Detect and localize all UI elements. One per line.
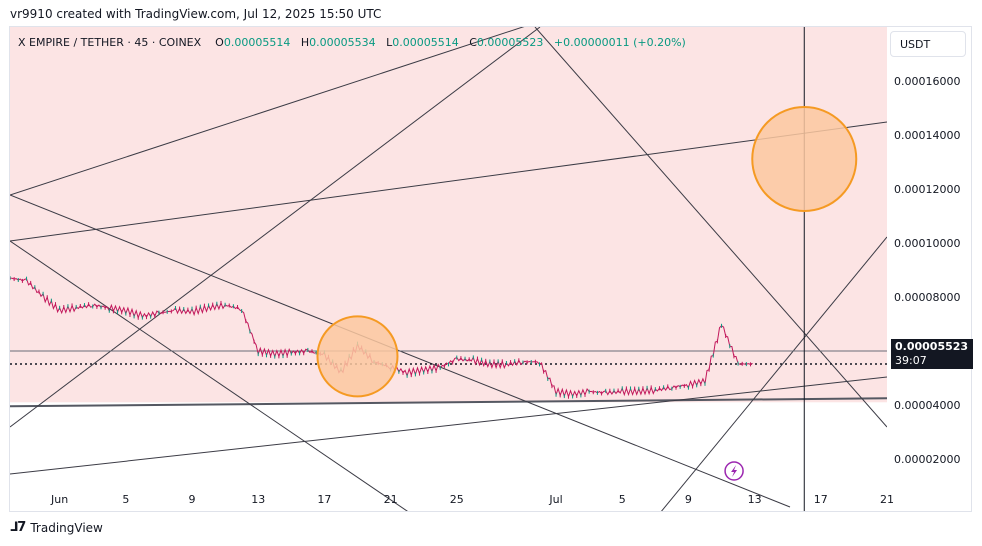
footer-brand[interactable]: ⅃7 TradingView (10, 520, 103, 535)
x-tick-label: 13 (251, 493, 265, 506)
symbol-label[interactable]: X EMPIRE / TETHER · 45 · COINEX (18, 36, 202, 49)
trend-line (10, 240, 408, 511)
brand-text: TradingView (30, 520, 103, 535)
trend-line (10, 121, 887, 242)
high-value: 0.00005534 (309, 36, 376, 49)
trend-line (10, 376, 887, 475)
support-line (10, 397, 887, 408)
x-tick-label: 9 (189, 493, 196, 506)
highlight-circle (316, 315, 399, 398)
x-tick-label: Jul (548, 493, 562, 506)
trend-line (534, 27, 887, 428)
x-tick-label: 17 (814, 493, 828, 506)
x-tick-label: 5 (122, 493, 129, 506)
x-tick-label: Jun (50, 493, 68, 506)
open-label: O (215, 36, 224, 49)
trend-line (10, 27, 541, 428)
trend-line (660, 236, 887, 511)
y-tick-label: 0.00012000 (894, 183, 960, 196)
high-label: H (300, 36, 310, 49)
last-price-badge: 0.00005523 39:07 (891, 339, 973, 369)
attribution-text: vr9910 created with TradingView.com, Jul… (10, 7, 382, 21)
x-tick-label: 17 (317, 493, 331, 506)
x-tick-label: 9 (685, 493, 692, 506)
close-label: C (469, 36, 477, 49)
y-tick-label: 0.00014000 (894, 129, 960, 142)
low-label: L (386, 36, 393, 49)
low-value: 0.00005514 (392, 36, 459, 49)
chart-area[interactable]: 0.00016000 0.00014000 0.00012000 0.00010000… (9, 26, 972, 512)
y-tick-label: 0.00010000 (894, 237, 960, 250)
y-tick-label: 0.00016000 (894, 75, 960, 88)
x-tick-label: 5 (619, 493, 626, 506)
x-tick-label: 21 (384, 493, 398, 506)
x-tick-label: 13 (748, 493, 762, 506)
bar-countdown: 39:07 (895, 354, 927, 367)
shaded-zone (10, 27, 887, 403)
close-value: 0.00005523 (476, 36, 544, 49)
trend-line (10, 27, 525, 196)
ohlc-legend: X EMPIRE / TETHER · 45 · COINEX O0.00005… (18, 36, 686, 49)
highlight-circle (751, 106, 858, 212)
currency-selector[interactable]: USDT (890, 31, 966, 57)
x-tick-label: 21 (880, 493, 894, 506)
y-tick-label: 0.00002000 (894, 453, 960, 466)
y-tick-label: 0.00004000 (894, 399, 960, 412)
tradingview-logo-icon: ⅃7 (10, 520, 26, 535)
lightning-icon-glyph (731, 465, 738, 477)
y-tick-label: 0.00008000 (894, 291, 960, 304)
chart-svg[interactable]: 0.00016000 0.00014000 0.00012000 0.00010000… (10, 27, 972, 512)
change-value: +0.00000011 (+0.20%) (553, 36, 686, 49)
x-tick-label: 25 (450, 493, 464, 506)
open-value: 0.00005514 (223, 36, 291, 49)
last-price-value: 0.00005523 (895, 340, 969, 353)
